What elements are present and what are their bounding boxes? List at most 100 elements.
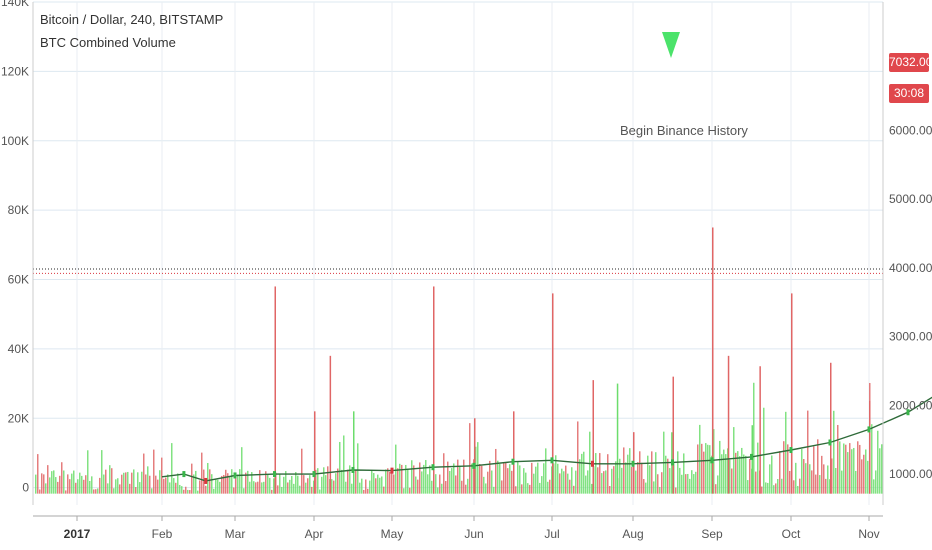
volume-bar-down bbox=[125, 472, 127, 494]
volume-bar-up bbox=[357, 443, 359, 494]
volume-bar-down bbox=[793, 480, 795, 494]
volume-bar-down bbox=[607, 454, 609, 494]
volume-bar-down bbox=[265, 471, 267, 494]
volume-bar-up bbox=[411, 460, 413, 494]
volume-bar-up bbox=[273, 478, 275, 494]
volume-bar-up bbox=[323, 467, 325, 494]
volume-bar-up bbox=[865, 449, 867, 494]
volume-bar-down bbox=[857, 441, 859, 494]
volume-bar-up bbox=[665, 455, 667, 494]
volume-bar-up bbox=[877, 430, 879, 494]
volume-bar-down bbox=[787, 444, 789, 494]
volume-bar-down bbox=[825, 478, 827, 494]
volume-bar-down bbox=[221, 475, 223, 494]
x-axis-tick-label: Nov bbox=[858, 527, 879, 541]
volume-bar-up bbox=[53, 470, 55, 494]
volume-bar-down bbox=[307, 478, 309, 494]
volume-bar-up bbox=[421, 471, 423, 494]
volume-bar-down bbox=[531, 462, 533, 494]
volume-bar-up bbox=[403, 488, 405, 494]
volume-bar-up bbox=[611, 468, 613, 494]
volume-bar-down bbox=[511, 470, 513, 494]
volume-bar-up bbox=[841, 470, 843, 494]
volume-bar-down bbox=[779, 451, 781, 494]
volume-bar-up bbox=[241, 447, 243, 494]
volume-bar-down bbox=[573, 485, 575, 494]
volume-bar-up bbox=[147, 466, 149, 494]
volume-bar-down bbox=[397, 468, 399, 494]
volume-bar-down bbox=[613, 466, 615, 494]
volume-bar-up bbox=[693, 474, 695, 494]
volume-bar-up bbox=[629, 448, 631, 494]
volume-bar-up bbox=[729, 459, 731, 494]
signal-marker-icon bbox=[662, 32, 680, 58]
volume-bar-down bbox=[119, 484, 121, 494]
volume-bar-down bbox=[447, 461, 449, 494]
volume-bar-up bbox=[769, 464, 771, 494]
volume-bar-up bbox=[589, 431, 591, 494]
volume-bar-down bbox=[609, 486, 611, 494]
volume-bar-up bbox=[267, 474, 269, 494]
volume-bar-up bbox=[647, 455, 649, 494]
volume-spike-down bbox=[869, 400, 871, 494]
volume-bar-down bbox=[863, 454, 865, 494]
x-axis-tick-label: Aug bbox=[622, 527, 643, 541]
volume-bar-up bbox=[649, 465, 651, 494]
volume-bar-down bbox=[257, 481, 259, 494]
volume-bar-up bbox=[695, 471, 697, 494]
volume-bar-up bbox=[585, 475, 587, 494]
volume-bar-down bbox=[811, 470, 813, 494]
volume-bar-up bbox=[797, 485, 799, 494]
price-candle bbox=[867, 426, 871, 433]
volume-bar-up bbox=[247, 470, 249, 494]
price-candle bbox=[312, 471, 316, 478]
grid-layer bbox=[33, 1, 883, 505]
volume-bar-down bbox=[735, 452, 737, 494]
volume-bar-down bbox=[831, 458, 833, 494]
left-axis-tick-label: 60K bbox=[8, 273, 29, 287]
volume-bar-down bbox=[363, 489, 365, 494]
volume-bar-up bbox=[229, 476, 231, 494]
volume-spike-down bbox=[314, 411, 316, 494]
volume-bar-up bbox=[253, 481, 255, 494]
left-axis-tick-label: 140K bbox=[1, 0, 29, 9]
volume-bar-down bbox=[639, 451, 641, 494]
x-axis-tick-label: Jun bbox=[464, 527, 483, 541]
price-candle bbox=[273, 471, 276, 478]
volume-bar-up bbox=[197, 490, 199, 494]
x-axis-tick-label: Feb bbox=[152, 527, 173, 541]
volume-bar-down bbox=[813, 446, 815, 494]
volume-bar-up bbox=[527, 483, 529, 494]
chart-annotation: Begin Binance History bbox=[620, 123, 748, 138]
price-candle bbox=[828, 439, 832, 446]
volume-bar-down bbox=[761, 486, 763, 494]
reference-lines bbox=[33, 268, 883, 274]
x-axis-tick-label: 2017 bbox=[64, 527, 91, 541]
volume-bar-up bbox=[727, 448, 729, 494]
volume-spike-down bbox=[672, 376, 674, 494]
volume-bar-up bbox=[193, 474, 195, 494]
volume-bar-up bbox=[77, 479, 79, 494]
volume-bar-up bbox=[429, 465, 431, 494]
volume-bar-down bbox=[821, 455, 823, 494]
volume-bar-up bbox=[113, 488, 115, 494]
chart-legend: Bitcoin / Dollar, 240, BITSTAMP BTC Comb… bbox=[40, 8, 223, 54]
volume-bar-up bbox=[747, 480, 749, 494]
volume-spike-down bbox=[474, 418, 476, 494]
volume-bar-up bbox=[139, 482, 141, 494]
volume-bar-down bbox=[501, 480, 503, 494]
volume-bar-up bbox=[237, 474, 239, 494]
volume-bar-up bbox=[335, 473, 337, 494]
volume-bar-up bbox=[103, 474, 105, 494]
volume-bar-down bbox=[703, 451, 705, 494]
volume-bar-down bbox=[631, 467, 633, 494]
volume-bar-up bbox=[523, 468, 525, 494]
volume-bar-down bbox=[83, 479, 85, 494]
volume-bar-down bbox=[75, 482, 77, 494]
volume-bar-up bbox=[827, 465, 829, 494]
right-axis-tick-label: 2000.00 bbox=[889, 398, 932, 412]
volume-bar-up bbox=[785, 411, 787, 494]
volume-bar-up bbox=[795, 462, 797, 494]
price-candle bbox=[550, 457, 554, 464]
volume-bar-up bbox=[881, 444, 883, 494]
